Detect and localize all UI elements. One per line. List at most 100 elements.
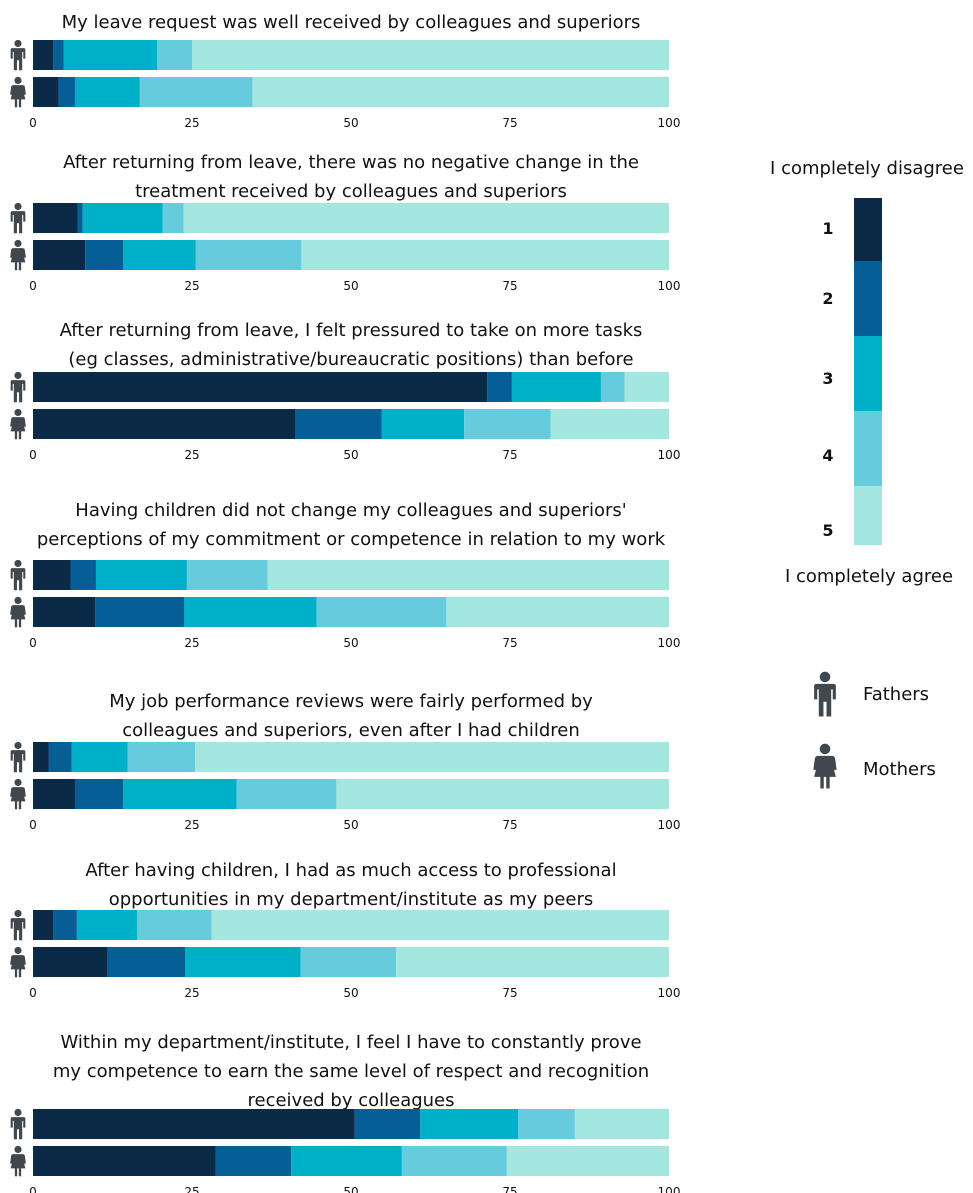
bar-segment-1 [33, 779, 75, 809]
bar-segment-4 [127, 742, 196, 772]
mothers-bar-row [10, 1145, 669, 1177]
bar-segment-3 [511, 372, 601, 402]
x-tick-label: 50 [343, 818, 358, 832]
bar-segment-1 [33, 597, 96, 627]
x-axis-ticks: 0 25 50 75 100 [29, 636, 680, 650]
bar-segment-1 [33, 742, 49, 772]
x-tick-label: 75 [502, 636, 517, 650]
fathers-bar-row [10, 909, 669, 941]
man-icon [10, 371, 26, 403]
x-tick-label: 0 [29, 116, 37, 130]
x-axis-ticks: 0 25 50 75 100 [29, 818, 680, 832]
question-title: treatment received by colleagues and sup… [135, 181, 567, 202]
question-title: Within my department/institute, I feel I… [60, 1032, 641, 1053]
x-tick-label: 100 [658, 1185, 681, 1193]
x-tick-label: 25 [184, 279, 199, 293]
fathers-bar-row [10, 741, 669, 773]
x-tick-label: 50 [343, 636, 358, 650]
x-tick-label: 50 [343, 1185, 358, 1193]
fathers-bar-row [10, 1108, 669, 1140]
x-tick-label: 25 [184, 116, 199, 130]
bar-segment-3 [95, 560, 187, 590]
mothers-bar-row [10, 76, 670, 108]
legend-fathers-label: Fathers [863, 684, 929, 705]
bar-segment-3 [381, 409, 465, 439]
x-tick-label: 0 [29, 279, 37, 293]
x-tick-label: 100 [658, 448, 681, 462]
bar-segment-4 [186, 560, 268, 590]
man-icon [10, 909, 26, 941]
question-title: (eg classes, administrative/bureaucratic… [68, 349, 633, 370]
question-title: perceptions of my commitment or competen… [37, 529, 666, 550]
bar-segment-3 [82, 203, 163, 233]
bar-segment-2 [58, 77, 75, 107]
question-title: colleagues and superiors, even after I h… [122, 720, 580, 741]
bar-segment-2 [53, 40, 64, 70]
question-panel: Having children did not change my collea… [10, 500, 680, 650]
question-panel: My job performance reviews were fairly p… [10, 691, 680, 832]
x-axis-ticks: 0 25 50 75 100 [29, 986, 680, 1000]
bar-segment-5 [267, 560, 669, 590]
bar-segment-5 [252, 77, 670, 107]
bar-segment-4 [600, 372, 625, 402]
question-panel: Within my department/institute, I feel I… [10, 1032, 680, 1193]
x-tick-label: 0 [29, 986, 37, 1000]
legend-mothers-label: Mothers [863, 759, 936, 780]
fathers-bar-row [10, 371, 669, 403]
bar-segment-5 [396, 947, 669, 977]
mothers-bar-row [10, 408, 669, 440]
man-icon [10, 39, 26, 71]
man-icon [814, 671, 836, 717]
legend-scale-low-label: I completely disagree [770, 158, 964, 179]
bar-segment-5 [506, 1146, 669, 1176]
x-tick-label: 50 [343, 986, 358, 1000]
bar-segment-1 [33, 560, 71, 590]
x-axis-ticks: 0 25 50 75 100 [29, 116, 680, 130]
legend-color-2 [854, 261, 882, 336]
bar-segment-2 [295, 409, 382, 439]
woman-icon [10, 76, 26, 108]
x-tick-label: 100 [658, 818, 681, 832]
bar-segment-4 [137, 910, 212, 940]
question-title: my competence to earn the same level of … [53, 1061, 649, 1082]
bar-segment-5 [550, 409, 669, 439]
legend-color-3 [854, 336, 882, 411]
x-tick-label: 100 [658, 116, 681, 130]
x-tick-label: 25 [184, 818, 199, 832]
bar-segment-1 [33, 947, 108, 977]
man-icon [10, 202, 26, 234]
x-axis-ticks: 0 25 50 75 100 [29, 1185, 680, 1193]
question-title: Having children did not change my collea… [75, 500, 626, 521]
question-panel: After returning from leave, there was no… [10, 152, 680, 293]
bar-segment-1 [33, 372, 488, 402]
woman-icon [10, 239, 26, 271]
question-panel: After having children, I had as much acc… [10, 860, 680, 1000]
x-tick-label: 0 [29, 818, 37, 832]
bar-segment-4 [401, 1146, 507, 1176]
woman-icon [10, 408, 26, 440]
legend-scale-high-label: I completely agree [785, 566, 953, 587]
legend-color-5 [854, 486, 882, 545]
bar-segment-4 [316, 597, 447, 627]
fathers-bar-row [10, 39, 669, 71]
bar-segment-3 [76, 910, 138, 940]
bar-segment-2 [85, 240, 124, 270]
woman-icon [10, 778, 26, 810]
bar-segment-2 [354, 1109, 421, 1139]
chart-panels: My leave request was well received by co… [10, 12, 680, 1193]
woman-icon [813, 743, 837, 789]
x-tick-label: 100 [658, 279, 681, 293]
x-tick-label: 0 [29, 448, 37, 462]
mothers-bar-row [10, 596, 669, 628]
question-title: After having children, I had as much acc… [85, 860, 616, 881]
bar-segment-2 [107, 947, 186, 977]
bar-segment-3 [71, 742, 128, 772]
bar-segment-2 [53, 910, 77, 940]
x-tick-label: 75 [502, 116, 517, 130]
x-tick-label: 100 [658, 636, 681, 650]
x-tick-label: 75 [502, 1185, 517, 1193]
bar-segment-3 [123, 779, 237, 809]
bar-segment-1 [33, 910, 54, 940]
bar-segment-4 [236, 779, 337, 809]
chart-legend: I completely disagree I completely agree 1… [770, 158, 964, 789]
